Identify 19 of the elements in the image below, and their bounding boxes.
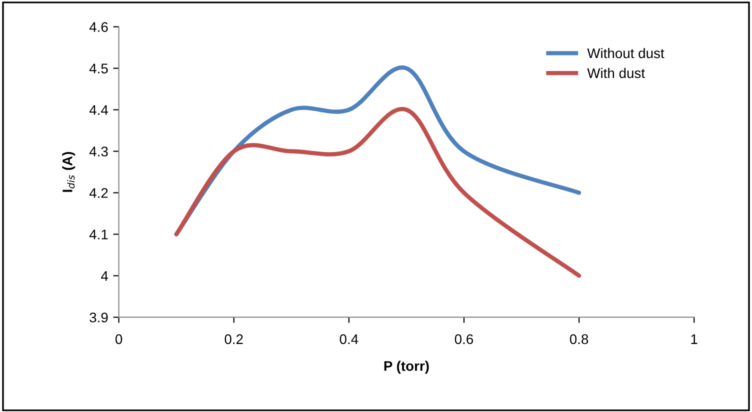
x-axis-title: P (torr) bbox=[384, 360, 429, 374]
x-tick-label: 0.4 bbox=[340, 334, 358, 344]
x-tick-label: 0 bbox=[115, 334, 122, 344]
x-tick-label: 1 bbox=[691, 334, 698, 344]
y-tick-label: 4.1 bbox=[89, 230, 108, 240]
line-series bbox=[174, 106, 582, 278]
y-tick-label: 4.2 bbox=[89, 188, 108, 198]
y-axis-title: I$_{dis}$ (A) bbox=[62, 152, 76, 192]
y-tick-label: 3.9 bbox=[90, 312, 108, 322]
x-tick-label: 0.2 bbox=[224, 334, 243, 344]
x-tick-label: 0.8 bbox=[570, 334, 588, 344]
y-tick-label: 4.3 bbox=[89, 146, 108, 156]
y-tick-label: 4.4 bbox=[89, 105, 108, 115]
y-tick-label: 4.5 bbox=[89, 64, 108, 74]
legend-label: Without dust bbox=[587, 48, 664, 58]
x-tick-label: 0.6 bbox=[454, 334, 474, 344]
y-tick-label: 4.6 bbox=[89, 22, 108, 32]
legend-label: With dust bbox=[587, 68, 645, 78]
y-tick-label: 4 bbox=[100, 271, 108, 281]
